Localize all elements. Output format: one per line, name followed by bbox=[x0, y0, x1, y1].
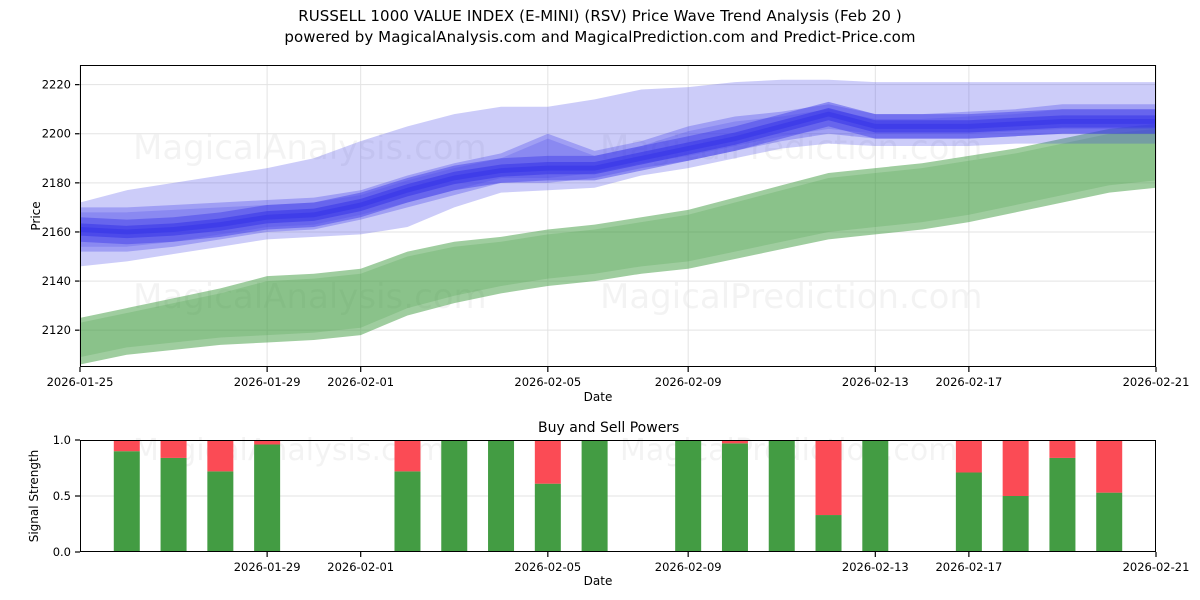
price-y-tick: 2140 bbox=[42, 274, 71, 288]
buy-power-bar bbox=[1049, 457, 1076, 552]
signal-chart-title: Buy and Sell Powers bbox=[538, 420, 680, 436]
signal-x-tick: 2026-02-13 bbox=[842, 560, 909, 574]
signal-x-tick: 2026-02-05 bbox=[514, 560, 581, 574]
sell-power-bar bbox=[160, 440, 187, 458]
price-x-tick: 2026-02-01 bbox=[327, 375, 394, 389]
signal-bars-svg: 0.0 0.5 1.0 2026-01-29 2026-02-01 2026-02-05 2… bbox=[53, 433, 1190, 574]
price-bands-svg: 2120 2140 2160 2180 2200 2220 2026-01-25 2026-0… bbox=[42, 65, 1190, 389]
buy-power-bar bbox=[488, 440, 515, 552]
sell-power-bar bbox=[1002, 440, 1029, 496]
price-y-tick: 2200 bbox=[42, 127, 71, 141]
buy-power-bar bbox=[254, 444, 281, 552]
price-x-tick: 2026-01-25 bbox=[47, 375, 114, 389]
sell-power-bar bbox=[721, 440, 748, 444]
buy-power-bar bbox=[394, 471, 421, 552]
sell-power-bar bbox=[955, 440, 982, 473]
signal-bars-host: 0.0 0.5 1.0 2026-01-29 2026-02-01 2026-02-05 2… bbox=[0, 410, 1200, 600]
buy-power-bar bbox=[955, 472, 982, 552]
buy-power-bar bbox=[1096, 492, 1123, 552]
buy-power-bar bbox=[207, 471, 234, 552]
wave-band bbox=[80, 111, 1156, 235]
wave-band bbox=[80, 123, 1156, 365]
price-y-tick: 2180 bbox=[42, 176, 71, 190]
buy-power-bar bbox=[862, 440, 889, 552]
price-x-tick: 2026-02-17 bbox=[935, 375, 1002, 389]
buy-power-bar bbox=[160, 457, 187, 552]
price-x-tick: 2026-02-13 bbox=[842, 375, 909, 389]
signal-x-tick: 2026-01-29 bbox=[234, 560, 301, 574]
sell-power-bar bbox=[394, 440, 421, 472]
sell-power-bar bbox=[113, 440, 140, 452]
signal-x-tick: 2026-02-01 bbox=[327, 560, 394, 574]
sell-power-bar bbox=[534, 440, 561, 484]
price-x-tick: 2026-02-21 bbox=[1123, 375, 1190, 389]
price-x-tick: 2026-02-05 bbox=[514, 375, 581, 389]
wave-band bbox=[80, 104, 1156, 252]
signal-y-tick: 0.0 bbox=[53, 545, 71, 559]
signal-strength-axis-label: Signal Strength bbox=[27, 449, 41, 543]
price-x-tick: 2026-01-29 bbox=[234, 375, 301, 389]
price-chart-panel: MagicalAnalysis.com MagicalPrediction.co… bbox=[29, 65, 1190, 404]
buy-power-bar bbox=[441, 440, 468, 552]
price-x-tick: 2026-02-09 bbox=[655, 375, 722, 389]
sell-power-bar bbox=[207, 440, 234, 472]
sell-power-bar bbox=[1096, 440, 1123, 493]
signal-chart-panel: MagicalAnalysis.com MagicalPrediction.co… bbox=[0, 410, 1200, 600]
price-x-axis-label: Date bbox=[583, 390, 613, 404]
signal-x-axis-label: Date bbox=[583, 574, 613, 588]
title-line-secondary: powered by MagicalAnalysis.com and Magic… bbox=[284, 28, 916, 46]
price-axis-label: Price bbox=[29, 201, 43, 231]
buy-power-bar bbox=[721, 443, 748, 552]
price-plot-frame bbox=[80, 65, 1156, 367]
price-y-tick: 2120 bbox=[42, 323, 71, 337]
signal-plot-frame bbox=[80, 440, 1156, 552]
wave-band bbox=[80, 128, 1156, 358]
signal-y-tick: 0.5 bbox=[53, 489, 71, 503]
signal-x-tick: 2026-02-09 bbox=[655, 560, 722, 574]
buy-power-bar bbox=[113, 451, 140, 552]
buy-power-bar bbox=[534, 483, 561, 552]
signal-x-tick: 2026-02-17 bbox=[935, 560, 1002, 574]
signal-x-tick: 2026-02-21 bbox=[1123, 560, 1190, 574]
page-title: RUSSELL 1000 VALUE INDEX (E-MINI) (RSV) … bbox=[0, 6, 1200, 48]
sell-power-bar bbox=[1049, 440, 1076, 458]
price-y-tick: 2220 bbox=[42, 78, 71, 92]
buy-power-bar bbox=[581, 440, 608, 552]
buy-power-bar bbox=[815, 515, 842, 552]
signal-y-tick: 1.0 bbox=[53, 433, 71, 447]
buy-power-bar bbox=[1002, 496, 1029, 552]
sell-power-bar bbox=[815, 440, 842, 516]
price-y-tick: 2160 bbox=[42, 225, 71, 239]
sell-power-bar bbox=[254, 440, 281, 445]
buy-power-bar bbox=[768, 440, 795, 552]
title-line-primary: RUSSELL 1000 VALUE INDEX (E-MINI) (RSV) … bbox=[298, 7, 902, 25]
buy-power-bar bbox=[675, 440, 702, 552]
